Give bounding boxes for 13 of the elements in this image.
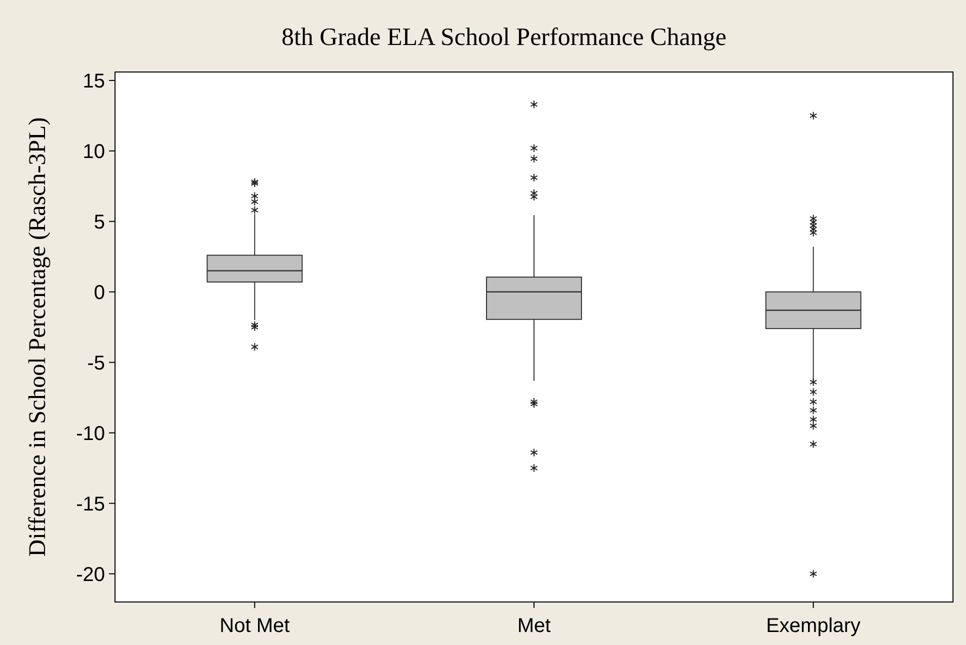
- y-tick-label: -10: [76, 422, 105, 445]
- y-tick-label: 15: [82, 70, 105, 92]
- y-tick-label: 5: [94, 211, 105, 234]
- y-tick-label: 0: [94, 282, 105, 304]
- y-axis-title: Difference in School Percentage (Rasch-3PL): [25, 117, 51, 557]
- y-tick-label: -20: [76, 564, 105, 586]
- x-tick-label: Exemplary: [766, 615, 861, 637]
- y-tick-label: 10: [82, 140, 105, 163]
- y-tick-label: -15: [76, 493, 105, 516]
- y-tick-label: -5: [87, 352, 105, 374]
- x-tick-label: Met: [517, 615, 552, 637]
- x-tick-label: Not Met: [220, 615, 290, 637]
- chart-title: 8th Grade ELA School Performance Change: [281, 24, 727, 51]
